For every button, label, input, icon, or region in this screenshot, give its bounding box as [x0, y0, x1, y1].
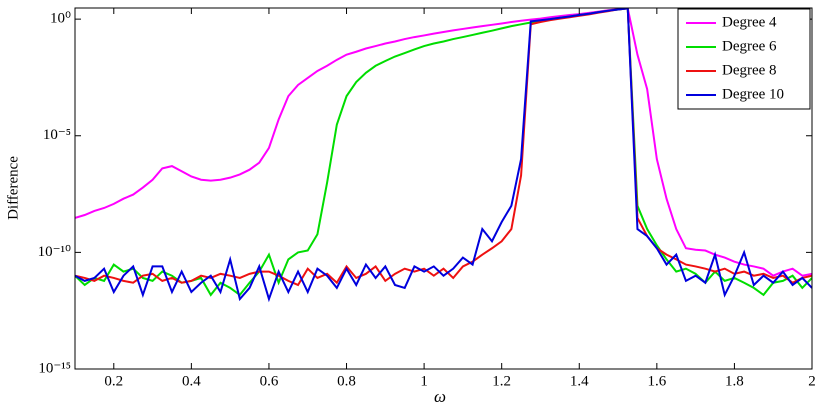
plot-frame: [74, 7, 813, 370]
y-tick-label: 10⁻⁵: [43, 127, 71, 143]
y-tick-label: 10⁻¹⁰: [38, 244, 71, 260]
legend-label: Degree 6: [722, 38, 777, 54]
x-tick-label: 1.2: [492, 373, 511, 389]
x-axis-label: ω: [434, 387, 446, 406]
x-tick-label: 2: [808, 373, 816, 389]
legend-label: Degree 8: [722, 62, 777, 78]
legend-label: Degree 10: [722, 86, 784, 102]
y-axis-label: Difference: [5, 156, 21, 220]
y-tick-label: 10⁰: [50, 11, 71, 27]
x-tick-label: 1.8: [725, 373, 744, 389]
x-tick-label: 1.4: [570, 373, 589, 389]
x-tick-label: 0.6: [260, 373, 279, 389]
x-tick-label: 1: [420, 373, 428, 389]
legend-label: Degree 4: [722, 14, 777, 30]
legend: Degree 4 Degree 6 Degree 8 Degree 10: [677, 8, 811, 110]
x-tick-label: 0.2: [104, 373, 123, 389]
series-line: [75, 8, 812, 297]
x-tick-label: 0.8: [337, 373, 356, 389]
series-line: [75, 8, 812, 277]
x-tick-label: 1.6: [647, 373, 666, 389]
x-tick-label: 0.4: [182, 373, 201, 389]
y-tick-label: 10⁻¹⁵: [38, 360, 71, 376]
legend-box: [677, 8, 811, 110]
series-line: [75, 8, 812, 303]
series-line: [75, 8, 812, 287]
